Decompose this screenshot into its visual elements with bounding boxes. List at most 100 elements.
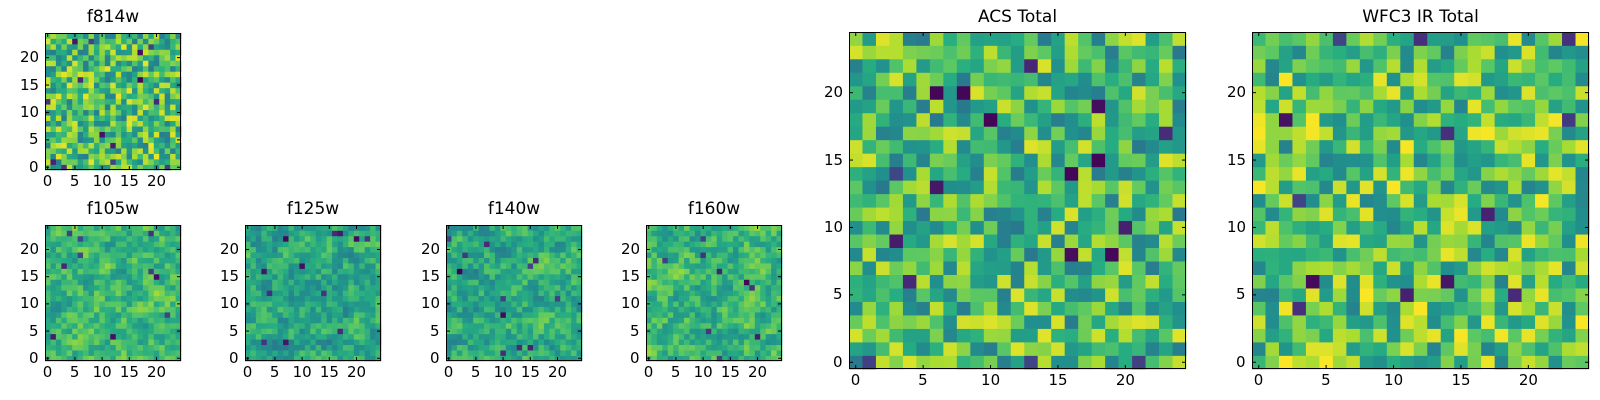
- heatmap-cell: [1427, 58, 1442, 73]
- heatmap-cell: [45, 241, 51, 248]
- heatmap-cell: [694, 284, 701, 291]
- heatmap-cell: [72, 322, 78, 329]
- heatmap-cell: [543, 339, 550, 346]
- heatmap-cell: [359, 268, 366, 275]
- heatmap-cell: [849, 112, 863, 127]
- heatmap-cell: [538, 279, 545, 286]
- heatmap-cell: [446, 344, 452, 351]
- heatmap-cell: [511, 246, 518, 253]
- heatmap-cell: [1575, 261, 1590, 275]
- heatmap-cell: [522, 235, 528, 242]
- heatmap-cell: [1159, 45, 1173, 60]
- heatmap-cell: [651, 333, 658, 340]
- heatmap-cell: [694, 306, 701, 313]
- heatmap-cell: [148, 355, 155, 362]
- heatmap-cell: [1386, 153, 1401, 168]
- heatmap-cell: [738, 252, 745, 258]
- heatmap-cell: [50, 153, 57, 160]
- heatmap-cell: [489, 355, 496, 362]
- heatmap-cell: [337, 284, 344, 291]
- heatmap-cell: [364, 279, 371, 286]
- heatmap-cell: [1024, 288, 1039, 302]
- heatmap-cell: [77, 65, 84, 72]
- heatmap-cell: [175, 93, 182, 100]
- heatmap-plot: [446, 225, 583, 362]
- heatmap-cell: [549, 241, 556, 248]
- heatmap-cell: [370, 317, 376, 324]
- heatmap-cell: [667, 263, 674, 269]
- heatmap-cell: [1132, 153, 1146, 168]
- heatmap-cell: [862, 166, 877, 181]
- heatmap-cell: [754, 350, 761, 356]
- heatmap-cell: [104, 339, 111, 346]
- heatmap-cell: [554, 306, 561, 313]
- heatmap-cell: [353, 306, 360, 313]
- heatmap-cell: [126, 82, 133, 89]
- heatmap-cell: [99, 98, 106, 105]
- heatmap-cell: [245, 333, 251, 340]
- heatmap-cell: [451, 322, 458, 329]
- heatmap-cell: [121, 98, 127, 105]
- heatmap-cell: [1078, 220, 1092, 235]
- heatmap-cell: [72, 273, 78, 280]
- heatmap-cell: [353, 263, 360, 269]
- heatmap-cell: [478, 263, 485, 269]
- heatmap-cell: [88, 273, 95, 280]
- heatmap-cell: [997, 207, 1012, 222]
- heatmap-cell: [916, 99, 931, 114]
- heatmap-cell: [1548, 112, 1563, 127]
- heatmap-cell: [1078, 45, 1092, 60]
- heatmap-cell: [359, 279, 366, 286]
- heatmap-cell: [1292, 342, 1307, 356]
- heatmap-cell: [1278, 85, 1293, 100]
- heatmap-cell: [132, 142, 138, 149]
- heatmap-cell: [348, 350, 355, 356]
- heatmap-cell: [72, 93, 78, 100]
- heatmap-cell: [916, 288, 931, 302]
- heatmap-cell: [277, 306, 284, 313]
- heatmap-cell: [1521, 58, 1536, 73]
- heatmap-cell: [462, 328, 469, 335]
- heatmap-cell: [1305, 193, 1320, 208]
- heatmap-cell: [170, 153, 176, 160]
- heatmap-cell: [565, 333, 572, 340]
- heatmap-cell: [66, 33, 73, 39]
- heatmap-cell: [656, 350, 663, 356]
- heatmap-cell: [353, 328, 360, 335]
- heatmap-cell: [153, 295, 160, 302]
- heatmap-cell: [288, 235, 295, 242]
- heatmap-cell: [99, 301, 106, 307]
- heatmap-cell: [255, 263, 262, 269]
- heatmap-cell: [516, 295, 523, 302]
- heatmap-cell: [337, 333, 344, 340]
- heatmap-cell: [451, 290, 458, 297]
- heatmap-cell: [245, 306, 251, 313]
- heatmap-cell: [148, 126, 155, 132]
- heatmap-cell: [283, 295, 289, 302]
- heatmap-cell: [489, 312, 496, 318]
- heatmap-cell: [505, 339, 512, 346]
- heatmap-cell: [272, 317, 278, 324]
- heatmap-cell: [451, 230, 458, 237]
- heatmap-cell: [1332, 328, 1347, 343]
- heatmap-cell: [88, 235, 95, 242]
- y-tick-label: 0: [1236, 352, 1246, 371]
- heatmap-cell: [99, 109, 106, 116]
- heatmap-cell: [1305, 32, 1320, 46]
- heatmap-cell: [66, 71, 73, 78]
- panel-f140w: f140w 0 5 10 15 20 0 5 10 15 20: [421, 199, 583, 380]
- heatmap-cell: [159, 306, 166, 313]
- heatmap-cell: [88, 82, 95, 89]
- heatmap-cell: [1494, 58, 1509, 73]
- heatmap-cell: [66, 268, 73, 275]
- heatmap-cell: [684, 355, 690, 362]
- heatmap-cell: [1535, 193, 1549, 208]
- heatmap-cell: [77, 344, 84, 351]
- heatmap-cell: [494, 317, 501, 324]
- heatmap-cell: [727, 295, 734, 302]
- heatmap-cell: [1481, 153, 1495, 168]
- heatmap-cell: [1467, 180, 1482, 195]
- heatmap-cell: [66, 312, 73, 318]
- heatmap-cell: [473, 235, 479, 242]
- heatmap-cell: [1440, 315, 1455, 329]
